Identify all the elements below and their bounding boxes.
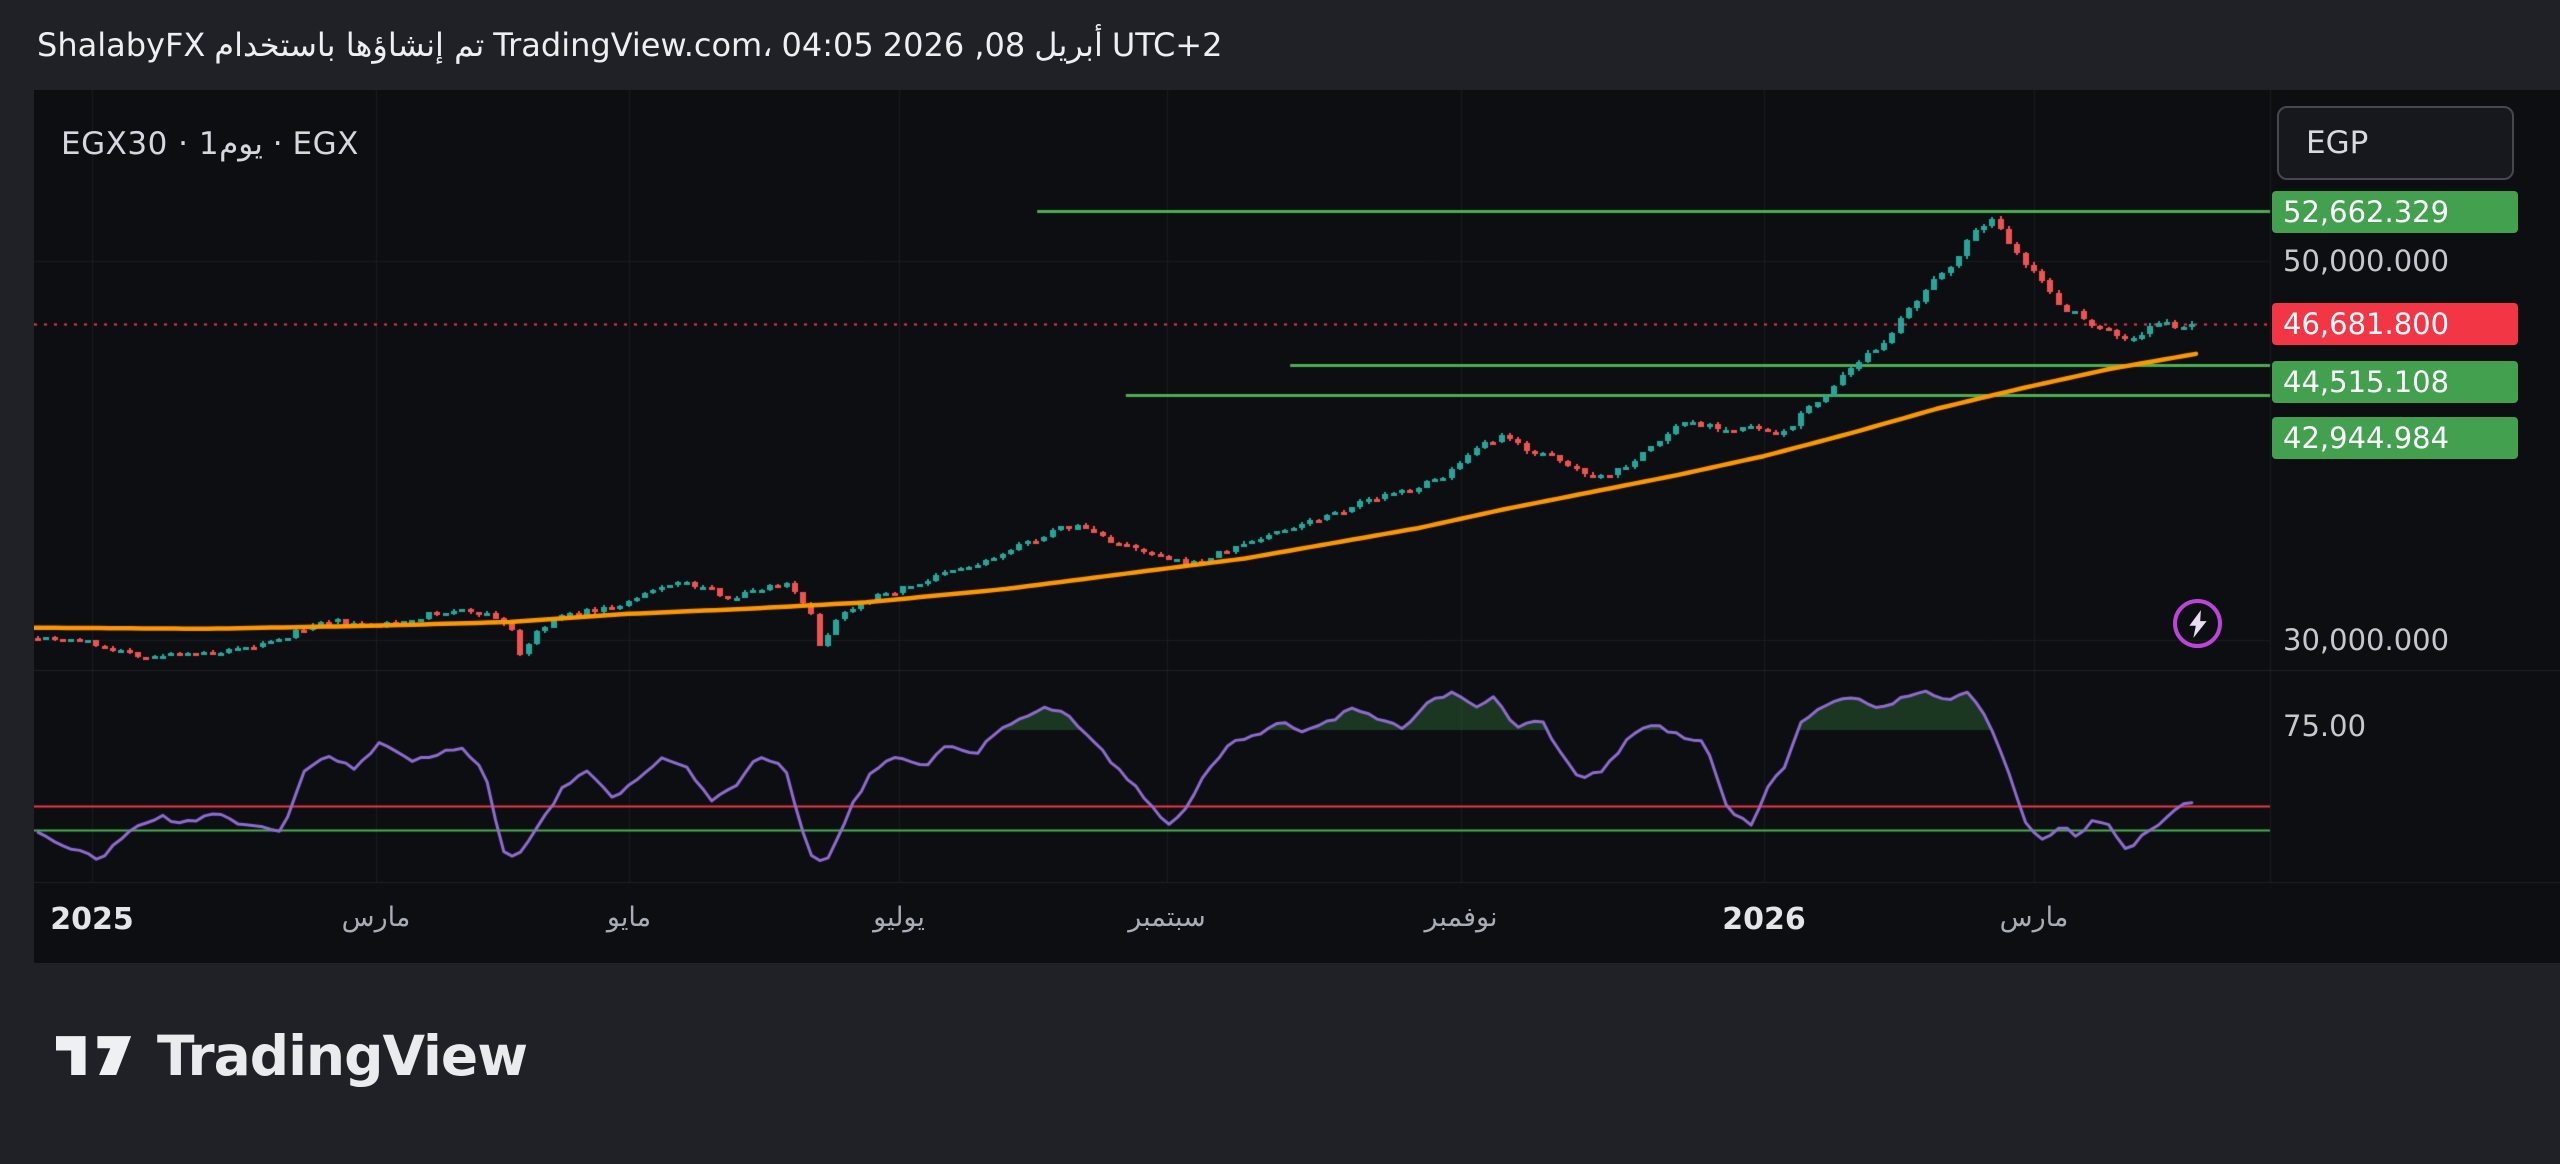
price-label-support1: 44,515.108: [2272, 361, 2518, 403]
lightning-icon[interactable]: [2173, 599, 2222, 648]
currency-button[interactable]: EGP: [2277, 106, 2514, 180]
x-axis-label-sep25: سبتمبر: [1128, 902, 1206, 933]
price-tick-50000: 50,000.000: [2283, 244, 2450, 278]
x-axis-label-mar26: مارس: [1999, 902, 2069, 933]
x-axis-label-2026: 2026: [1722, 902, 1806, 937]
attribution-date: 2026 ,08: [882, 26, 1026, 64]
attribution-month: أبريل: [1034, 26, 1103, 64]
rsi-tick-75: 75.00: [2283, 709, 2367, 743]
attribution-username: ShalabyFX: [37, 26, 206, 64]
chart-panel: EGX30 · 1يوم · EGX EGP 52,662.329 50,000…: [34, 90, 2560, 963]
x-axis-label-may25: مايو: [606, 902, 652, 933]
lightning-bolt-glyph: [2188, 609, 2207, 638]
attribution-created-with-text: تم إنشاؤها باستخدام: [214, 26, 485, 64]
attribution-timezone: UTC+2: [1111, 26, 1223, 64]
symbol-title: EGX30 · 1يوم · EGX: [61, 126, 359, 162]
price-tick-30000: 30,000.000: [2283, 623, 2450, 657]
price-label-last: 46,681.800: [2272, 303, 2518, 345]
x-axis-label-jul25: يوليو: [873, 902, 925, 933]
attribution-site: TradingView.com،: [493, 26, 773, 64]
attribution-header: ShalabyFX تم إنشاؤها باستخدام TradingVie…: [37, 26, 1222, 70]
x-axis-label-2025: 2025: [50, 902, 134, 937]
price-chart-canvas[interactable]: [34, 90, 2560, 963]
x-axis-label-nov25: نوفمبر: [1424, 902, 1498, 933]
tradingview-logo-icon: [56, 1036, 132, 1075]
brand-footer[interactable]: TradingView: [56, 1016, 528, 1096]
attribution-time: 04:05: [781, 26, 874, 64]
price-label-resistance: 52,662.329: [2272, 191, 2518, 233]
price-label-support2: 42,944.984: [2272, 417, 2518, 459]
brand-name: TradingView: [157, 1024, 528, 1088]
x-axis-label-mar25: مارس: [341, 902, 411, 933]
